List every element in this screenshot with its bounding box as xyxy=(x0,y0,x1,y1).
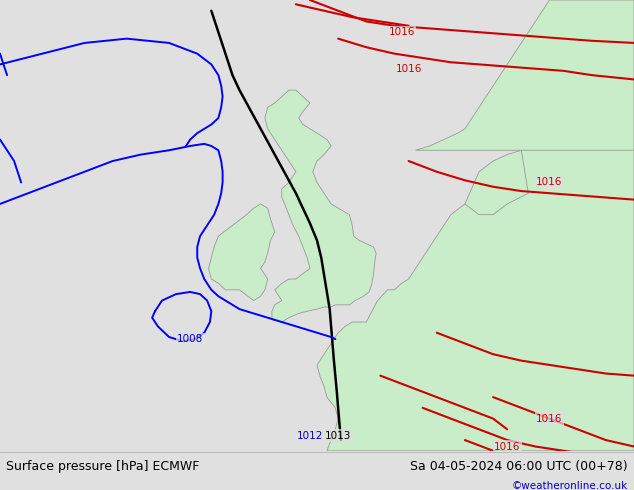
Text: Surface pressure [hPa] ECMWF: Surface pressure [hPa] ECMWF xyxy=(6,460,200,473)
Text: 1016: 1016 xyxy=(389,27,415,37)
Text: 1016: 1016 xyxy=(536,177,562,188)
Text: 1016: 1016 xyxy=(396,64,422,74)
Polygon shape xyxy=(416,0,634,150)
Text: 1008: 1008 xyxy=(177,334,204,344)
Text: 1013: 1013 xyxy=(325,431,351,441)
Text: Sa 04-05-2024 06:00 UTC (00+78): Sa 04-05-2024 06:00 UTC (00+78) xyxy=(410,460,628,473)
Polygon shape xyxy=(209,204,275,300)
Polygon shape xyxy=(465,150,528,215)
Text: 1016: 1016 xyxy=(494,441,521,451)
Polygon shape xyxy=(265,90,376,322)
Text: 1012: 1012 xyxy=(297,431,323,441)
Polygon shape xyxy=(317,86,634,451)
Text: 1016: 1016 xyxy=(536,414,562,423)
Text: ©weatheronline.co.uk: ©weatheronline.co.uk xyxy=(512,481,628,490)
